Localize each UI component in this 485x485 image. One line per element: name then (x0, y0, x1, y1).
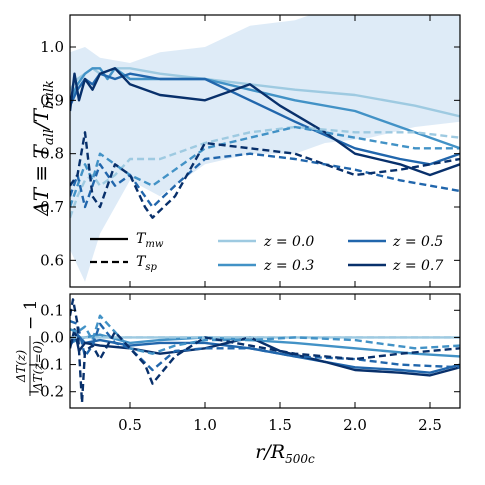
bottom-series-mw-z07 (70, 328, 460, 377)
legend-z05-label: z = 0.5 (392, 234, 443, 250)
bottom-series-sp-z05 (70, 319, 460, 372)
x-tick-label: 0.5 (118, 416, 142, 434)
bottom-series-sp-z07 (70, 298, 460, 404)
x-tick-label: 2.0 (343, 416, 367, 434)
top-series-sp-z05 (70, 152, 460, 209)
bottom-y-tick-label: 0.1 (40, 301, 64, 319)
top-panel: 0.6 0.7 0.8 0.9 1.0 ΔT ≡ Tall/Tbulk Tmw Tsp … (29, 14, 461, 288)
top-axes-frame (69, 14, 461, 288)
bottom-series-group (70, 298, 460, 404)
legend-z00-label: z = 0.0 (263, 234, 314, 250)
legend-mw-label: Tmw (136, 231, 164, 250)
legend-z07-label: z = 0.7 (392, 258, 443, 274)
top-series-group (70, 67, 460, 219)
top-y-axis-label: ΔT ≡ Tall/Tbulk (29, 80, 57, 217)
top-y-tick-label: 0.7 (40, 198, 64, 216)
x-tick-label: 1.0 (193, 416, 217, 434)
top-y-tick-label: 1.0 (40, 38, 64, 56)
bottom-y-tick-label: 0.0 (40, 328, 64, 346)
top-y-tick-label: 0.9 (40, 91, 64, 109)
top-y-tick-label: 0.6 (40, 251, 64, 269)
legend-sp-label: Tsp (136, 254, 157, 273)
top-series-sp-z00 (70, 125, 460, 219)
bottom-y-label-denominator: ΔT(z=0) (31, 341, 45, 392)
legend-z03-label: z = 0.3 (263, 258, 314, 274)
bottom-series-sp-z03 (70, 314, 460, 355)
top-series-mw-z03 (70, 67, 460, 150)
top-ticks: 0.6 0.7 0.8 0.9 1.0 (40, 15, 460, 287)
x-axis-label: r/R500c (255, 441, 315, 466)
x-tick-label: 2.5 (418, 416, 442, 434)
bottom-ticks: 0.5 1.0 1.5 2.0 2.5 −0.2 −0.1 0.0 0.1 (28, 294, 460, 434)
x-tick-label: 1.5 (268, 416, 292, 434)
top-series-sp-z07 (70, 131, 460, 219)
bottom-y-tick-label: −0.2 (28, 383, 64, 401)
bottom-panel: 0.5 1.0 1.5 2.0 2.5 −0.2 −0.1 0.0 0.1 ΔT(z) ΔT(z… (14, 293, 461, 466)
top-series-mw-z07 (70, 67, 460, 177)
bottom-axes-frame (69, 293, 461, 409)
bottom-y-axis-label: ΔT(z) ΔT(z=0) − 1 (14, 300, 45, 396)
bottom-y-label-numerator: ΔT(z) (14, 350, 28, 384)
legend: Tmw Tsp z = 0.0 z = 0.3 z = 0.5 z = 0.7 (90, 231, 443, 274)
scatter-band-area (70, 15, 460, 282)
top-y-tick-label: 0.8 (40, 145, 64, 163)
scatter-band (70, 15, 460, 282)
bottom-y-label-minus-one: − 1 (21, 300, 41, 330)
bottom-y-tick-label: −0.1 (28, 356, 64, 374)
